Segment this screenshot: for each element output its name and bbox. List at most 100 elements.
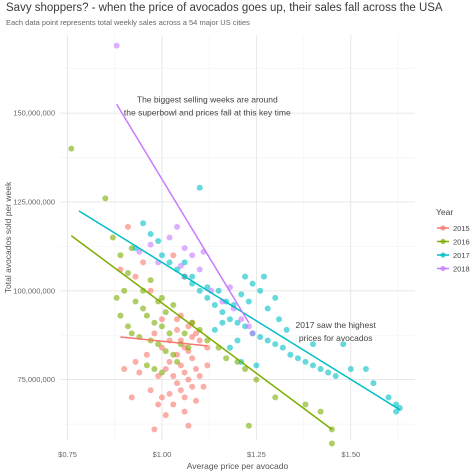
data-point: [140, 220, 147, 227]
data-point: [276, 316, 283, 323]
data-point: [151, 319, 158, 326]
data-point: [170, 351, 177, 358]
data-point: [102, 195, 109, 202]
data-point: [223, 355, 230, 362]
data-point: [170, 302, 177, 308]
data-point: [151, 365, 158, 372]
annotation-text: The biggest selling weeks are around: [137, 95, 278, 105]
data-point: [204, 294, 211, 301]
data-point: [170, 252, 177, 259]
data-point: [117, 312, 124, 319]
data-point: [189, 333, 196, 340]
legend-label: 2018: [453, 264, 470, 273]
data-point: [174, 358, 181, 365]
data-point: [132, 273, 139, 280]
data-point: [136, 248, 143, 255]
data-point: [272, 341, 279, 348]
legend-title: Year: [436, 207, 453, 217]
data-point: [385, 394, 392, 401]
data-point: [234, 319, 241, 326]
data-point: [219, 319, 226, 326]
data-point: [393, 408, 400, 415]
data-point: [124, 223, 131, 230]
data-point: [196, 266, 203, 273]
data-point: [166, 358, 173, 365]
data-point: [283, 326, 290, 333]
data-point: [192, 330, 199, 337]
data-point: [185, 376, 192, 383]
data-point: [162, 412, 169, 419]
data-point: [174, 326, 181, 333]
data-point: [162, 348, 169, 355]
data-point: [238, 291, 245, 298]
data-point: [192, 365, 199, 372]
data-point: [158, 316, 165, 323]
data-point: [158, 344, 165, 351]
data-point: [147, 287, 154, 294]
data-point: [340, 341, 347, 348]
data-point: [68, 145, 75, 152]
series-2015-points: [117, 223, 211, 433]
data-point: [174, 380, 181, 387]
chart-title: Savy shoppers? - when the price of avoca…: [6, 2, 443, 14]
data-point: [151, 426, 158, 433]
data-point: [260, 273, 267, 280]
data-point: [272, 394, 279, 401]
data-point: [185, 323, 192, 330]
data-point: [219, 309, 226, 316]
data-point: [166, 234, 173, 241]
data-point: [132, 358, 139, 365]
data-point: [143, 362, 150, 369]
data-point: [158, 323, 165, 330]
legend-label: 2015: [453, 224, 470, 233]
data-point: [170, 373, 177, 380]
data-point: [140, 305, 147, 312]
data-point: [302, 358, 309, 365]
data-point: [128, 394, 135, 401]
annotation-text: the superbowl and prices fall at this ke…: [124, 108, 291, 118]
data-point: [177, 362, 184, 369]
chart-subtitle: Each data point represents total weekly …: [6, 18, 250, 27]
data-point: [253, 376, 260, 383]
data-point: [196, 287, 203, 294]
data-point: [200, 383, 207, 390]
series-2017-points: [132, 184, 403, 415]
data-point: [264, 305, 271, 312]
data-point: [325, 369, 332, 376]
data-point: [162, 309, 169, 316]
data-point: [166, 259, 173, 266]
data-point: [362, 365, 369, 372]
data-point: [158, 252, 165, 259]
legend-item-2015: 2015: [437, 224, 470, 233]
data-point: [158, 394, 165, 401]
data-point: [234, 337, 241, 344]
data-point: [245, 422, 252, 429]
data-point: [253, 362, 260, 369]
data-point: [249, 330, 256, 337]
data-point: [204, 337, 211, 344]
data-point: [370, 380, 377, 387]
data-point: [147, 387, 154, 394]
data-point: [174, 316, 181, 323]
series-2018-points: [113, 42, 256, 337]
trend-line-2016: [70, 235, 333, 430]
data-point: [196, 184, 203, 191]
x-tick-label: $1.00: [153, 450, 172, 459]
trend-line-2017: [78, 210, 401, 411]
data-point: [242, 365, 249, 372]
data-point: [317, 365, 324, 372]
data-point: [192, 397, 199, 404]
data-point: [279, 344, 286, 351]
data-point: [245, 298, 252, 305]
data-point: [189, 273, 196, 280]
data-point: [287, 351, 294, 358]
legend-key-point: [440, 252, 446, 258]
legend-key-point: [440, 238, 446, 245]
data-point: [140, 259, 147, 266]
data-point: [226, 316, 233, 323]
data-point: [155, 238, 162, 245]
data-point: [155, 401, 162, 408]
data-point: [136, 369, 143, 376]
